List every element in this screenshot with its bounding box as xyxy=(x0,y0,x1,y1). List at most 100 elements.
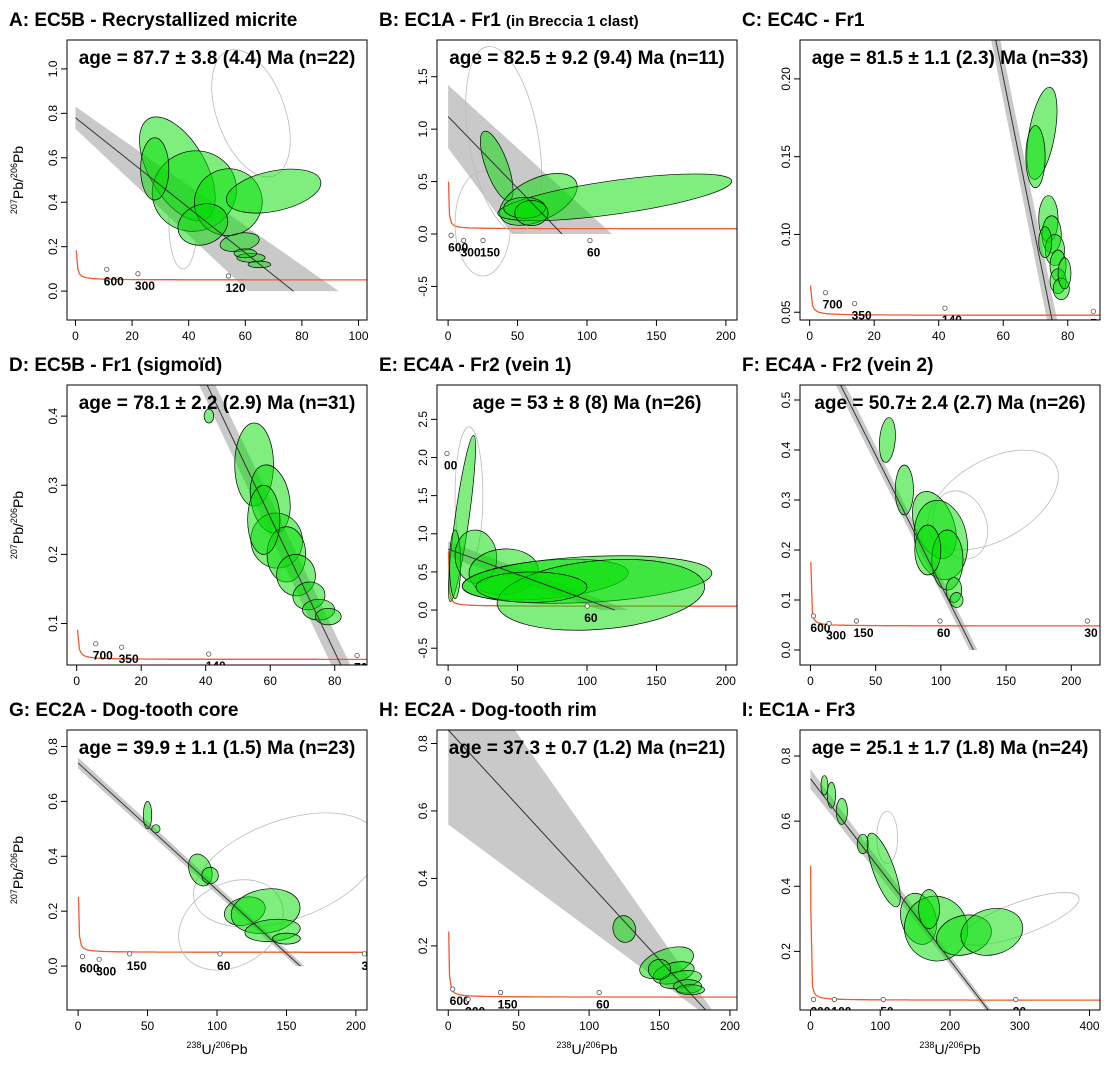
age-label: age = 25.1 ± 1.7 (1.8) Ma (n=24) xyxy=(812,738,1089,759)
data-ellipse-0 xyxy=(820,775,829,796)
data-ellipse-8 xyxy=(1038,226,1052,259)
concordia-age-label: 100 xyxy=(831,1004,851,1018)
age-label: age = 78.1 ± 2.2 (2.9) Ma (n=31) xyxy=(79,393,356,414)
y-tick-label: 0.1 xyxy=(779,591,793,608)
data-ellipse-6 xyxy=(647,959,672,980)
plot-frame xyxy=(436,729,738,1011)
concordia-age-label: 150 xyxy=(498,998,518,1012)
concordia-age-label: 60 xyxy=(217,959,231,973)
x-tick-label: 150 xyxy=(646,329,666,343)
y-tick-label: 2.0 xyxy=(416,449,430,466)
concordia-age-marker xyxy=(93,641,99,647)
concordia-age-label: 700 xyxy=(93,649,113,663)
concordia-age-marker xyxy=(354,652,360,659)
concordia-age-label: 150 xyxy=(127,959,147,973)
panel-title: G: EC2A - Dog-tooth core xyxy=(9,700,238,721)
data-ellipse-0 xyxy=(203,408,215,424)
x-tick-label: 0 xyxy=(73,674,80,688)
concordia-age-marker xyxy=(135,271,141,277)
x-tick-label: 150 xyxy=(646,674,666,688)
concordia-age-marker xyxy=(444,450,450,457)
x-tick-label: 300 xyxy=(1010,1019,1030,1033)
y-tick-label: 0.2 xyxy=(46,903,60,920)
concordia-age-label: 70 xyxy=(354,660,368,674)
regression-line xyxy=(77,762,301,967)
concordia-age-label: 50 xyxy=(880,1004,894,1018)
x-tick-label: 150 xyxy=(276,1019,296,1033)
concordia-age-label: 70 xyxy=(1090,316,1104,330)
regression-line xyxy=(75,117,294,292)
y-tick-label: 0.1 xyxy=(46,615,60,632)
x-tick-label: 80 xyxy=(328,674,342,688)
x-tick-label: 200 xyxy=(720,1019,740,1033)
x-tick-label: 50 xyxy=(511,674,525,688)
concordia-age-marker xyxy=(810,613,817,619)
y-tick-label: 0.4 xyxy=(416,870,430,887)
regression-line xyxy=(447,116,563,235)
concordia-age-label: 20 xyxy=(1013,1004,1027,1018)
x-tick-label: 0 xyxy=(807,674,814,688)
y-tick-label: 0.4 xyxy=(779,878,793,895)
y-tick-label: 1.5 xyxy=(416,68,430,85)
rejected-ellipse-0 xyxy=(465,46,542,234)
concordia-age-label: 350 xyxy=(119,652,139,666)
concordia-age-marker xyxy=(831,996,837,1003)
concordia-curve xyxy=(77,896,367,953)
x-tick-label: 50 xyxy=(512,1019,526,1033)
data-ellipse-1 xyxy=(826,781,836,809)
concordia-age-marker xyxy=(497,989,504,996)
y-tick-label: 0.8 xyxy=(46,105,60,122)
panel-title: B: EC1A - Fr1 (in Breccia 1 clast) xyxy=(379,10,639,31)
concordia-age-label: 60 xyxy=(584,611,598,625)
concordia-curve xyxy=(76,629,367,661)
panel-e: 00 60 0 50 100 150 200 -0.5 0.0 0.5 1.0 1.5 2.0 2.5 E:… xyxy=(379,355,738,688)
panel-a: 600 300 120 0 20 40 60 80 100 0.0 0.2 0.4 0.6 0.8 1.0 A… xyxy=(9,10,369,343)
x-tick-label: 0 xyxy=(806,329,813,343)
x-tick-label: 20 xyxy=(868,329,882,343)
concordia-age-marker xyxy=(942,305,948,311)
x-tick-label: 0 xyxy=(445,674,452,688)
y-tick-label: 0.5 xyxy=(779,391,793,408)
panel-title: C: EC4C - Fr1 xyxy=(742,10,865,31)
concordia-age-marker xyxy=(480,237,486,244)
x-tick-label: 60 xyxy=(264,674,278,688)
y-tick-label: 0.0 xyxy=(46,957,60,974)
y-tick-label: 0.4 xyxy=(46,848,60,865)
y-tick-label: 1.0 xyxy=(416,120,430,137)
data-ellipse-5 xyxy=(676,984,705,996)
y-tick-label: 0.15 xyxy=(779,145,793,169)
y-tick-label: 0.20 xyxy=(779,67,793,91)
y-axis-label: 207Pb/206Pb xyxy=(9,836,26,904)
concordia-age-label: 30 xyxy=(361,959,375,973)
concordia-age-marker xyxy=(810,996,817,1003)
x-tick-label: 150 xyxy=(996,674,1016,688)
concordia-age-label: 600 xyxy=(104,274,124,288)
age-label: age = 39.9 ± 1.1 (1.5) Ma (n=23) xyxy=(79,738,356,759)
data-ellipse-9 xyxy=(1057,257,1072,290)
x-tick-label: 80 xyxy=(1061,329,1075,343)
plot-area: 00 60 xyxy=(444,426,737,631)
y-tick-label: 0.6 xyxy=(779,812,793,829)
data-ellipse-7 xyxy=(475,571,588,603)
y-tick-label: 0.3 xyxy=(46,477,60,494)
concordia-age-label: 200 xyxy=(810,1004,830,1018)
concordia-age-marker xyxy=(119,644,125,650)
x-tick-label: 50 xyxy=(511,329,525,343)
x-tick-label: 400 xyxy=(1080,1019,1100,1033)
plot-area: 700 350 140 70 xyxy=(76,385,368,674)
y-tick-label: -0.5 xyxy=(416,276,430,297)
data-ellipse-2 xyxy=(497,173,733,222)
age-label: age = 37.3 ± 0.7 (1.2) Ma (n=21) xyxy=(449,738,726,759)
data-ellipse-7 xyxy=(201,866,219,885)
y-tick-label: 0.4 xyxy=(46,407,60,424)
concordia-age-marker xyxy=(206,651,212,657)
y-tick-label: 1.0 xyxy=(416,525,430,542)
x-tick-label: 100 xyxy=(577,674,597,688)
y-tick-label: 0.6 xyxy=(416,802,430,819)
regression-line xyxy=(206,385,342,665)
y-tick-label: 0.0 xyxy=(46,282,60,299)
y-tick-label: 0.8 xyxy=(779,747,793,764)
concordia-age-marker xyxy=(587,237,593,244)
panel-title: A: EC5B - Recrystallized micrite xyxy=(9,10,297,31)
